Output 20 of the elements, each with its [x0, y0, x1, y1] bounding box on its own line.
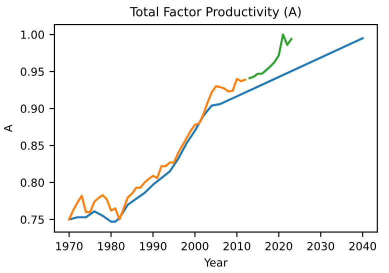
y-tick-label: 1.00: [21, 30, 44, 39]
x-tick-label: 1990: [140, 242, 166, 250]
x-tick-label: 2000: [182, 242, 208, 250]
x-tick-label: 2040: [349, 242, 376, 250]
x-tick-label: 1980: [98, 242, 124, 250]
y-tick-label: 0.85: [20, 141, 44, 150]
x-tick-label: 2010: [224, 242, 250, 250]
y-tick-label: 0.95: [20, 68, 44, 76]
x-tick-label: 1970: [56, 242, 83, 250]
line-series: [68, 78, 246, 221]
x-axis-title: Year: [204, 258, 228, 267]
x-tick-label: 2030: [307, 242, 334, 250]
line-series: [248, 34, 292, 80]
chart-title: Total Factor Productivity (A): [130, 6, 301, 19]
y-axis-title: A: [4, 124, 12, 132]
line-series: [68, 37, 364, 223]
y-tick-label: 0.80: [20, 178, 44, 187]
y-tick-label: 0.90: [20, 104, 44, 113]
y-tick-label: 0.75: [20, 215, 44, 224]
x-tick-label: 2020: [265, 242, 292, 250]
